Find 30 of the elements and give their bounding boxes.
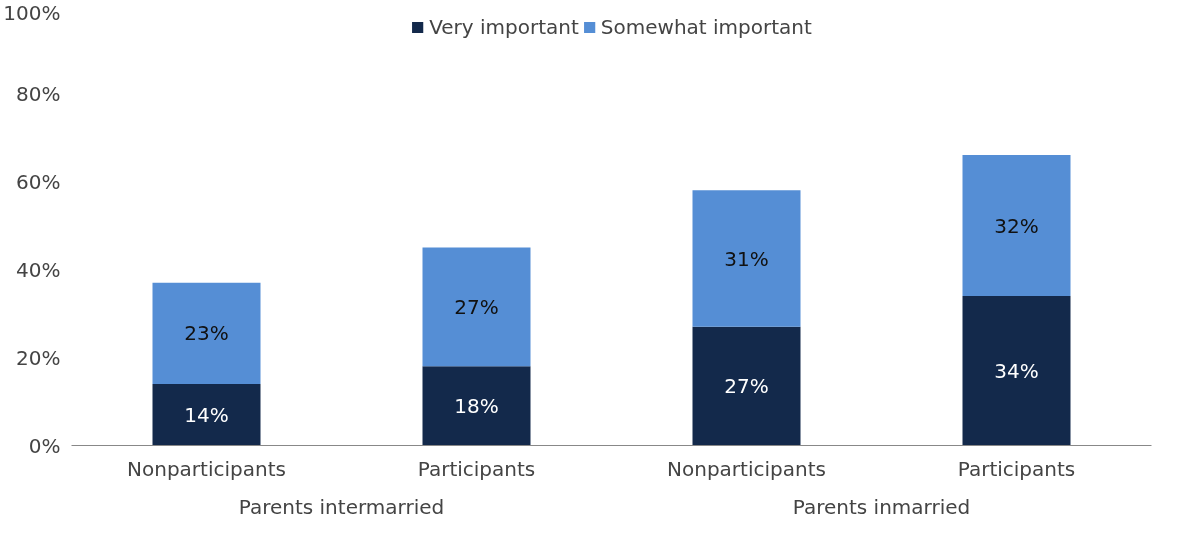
data-label: 27% xyxy=(454,294,499,319)
bar xyxy=(692,190,801,327)
x-tick-label: Participants xyxy=(957,456,1076,481)
bar xyxy=(962,155,1071,296)
legend-label: Very important xyxy=(429,15,579,39)
data-label: 34% xyxy=(994,358,1039,383)
bar xyxy=(422,247,531,367)
data-label: 27% xyxy=(724,374,769,399)
legend-label: Somewhat important xyxy=(600,15,812,39)
bar xyxy=(962,295,1071,446)
y-tick-label: 100% xyxy=(3,0,61,25)
y-tick-label: 40% xyxy=(16,257,61,282)
y-tick-label: 60% xyxy=(16,169,61,194)
x-tick-label: Nonparticipants xyxy=(667,456,826,481)
y-tick-label: 80% xyxy=(16,81,61,106)
x-tick-label: Nonparticipants xyxy=(127,456,286,481)
bar xyxy=(692,326,801,446)
data-label: 14% xyxy=(184,402,229,427)
bar xyxy=(152,282,261,384)
text: Parents inmarried xyxy=(792,494,971,519)
data-label: 31% xyxy=(724,246,769,271)
text: Parents intermarried xyxy=(238,494,445,519)
bar xyxy=(152,383,261,446)
data-label: 32% xyxy=(994,213,1039,238)
y-tick-label: 0% xyxy=(28,433,61,458)
y-tick-label: 20% xyxy=(16,345,61,370)
bar xyxy=(422,366,531,446)
x-tick-label: Participants xyxy=(417,456,536,481)
data-label: 23% xyxy=(184,321,229,346)
data-label: 18% xyxy=(454,393,499,418)
